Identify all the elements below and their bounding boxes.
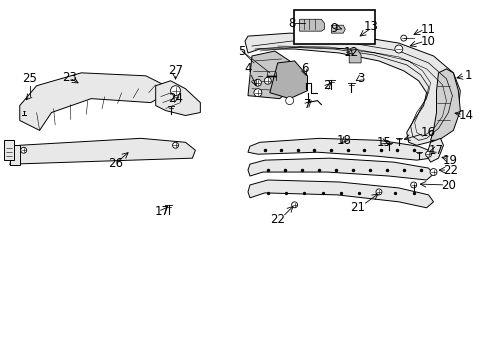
Circle shape bbox=[254, 89, 262, 96]
Circle shape bbox=[430, 168, 437, 176]
Text: 5: 5 bbox=[238, 45, 245, 58]
Circle shape bbox=[21, 147, 26, 153]
Text: 9: 9 bbox=[331, 22, 338, 35]
FancyBboxPatch shape bbox=[294, 10, 375, 44]
Text: 27: 27 bbox=[168, 64, 183, 77]
Polygon shape bbox=[248, 158, 434, 180]
Circle shape bbox=[426, 151, 432, 157]
Text: 21: 21 bbox=[350, 201, 365, 214]
Polygon shape bbox=[20, 73, 169, 130]
Polygon shape bbox=[427, 138, 443, 162]
Polygon shape bbox=[331, 25, 345, 33]
Polygon shape bbox=[4, 140, 14, 160]
Text: 13: 13 bbox=[364, 20, 378, 33]
Polygon shape bbox=[245, 33, 460, 145]
Text: 25: 25 bbox=[22, 72, 37, 85]
Circle shape bbox=[411, 182, 416, 188]
Text: 17: 17 bbox=[429, 144, 444, 157]
Circle shape bbox=[286, 96, 294, 105]
Text: 17: 17 bbox=[155, 205, 170, 218]
Text: 6: 6 bbox=[301, 62, 308, 75]
Text: 18: 18 bbox=[337, 134, 352, 147]
Polygon shape bbox=[248, 51, 294, 99]
Circle shape bbox=[171, 86, 180, 96]
Text: 16: 16 bbox=[421, 126, 436, 139]
Text: 12: 12 bbox=[343, 46, 359, 59]
Polygon shape bbox=[299, 19, 324, 31]
Text: 19: 19 bbox=[443, 154, 458, 167]
Text: 23: 23 bbox=[62, 71, 77, 84]
Text: 22: 22 bbox=[270, 213, 285, 226]
Polygon shape bbox=[431, 69, 460, 140]
Text: 3: 3 bbox=[357, 72, 365, 85]
Text: 26: 26 bbox=[108, 157, 123, 170]
Circle shape bbox=[172, 142, 178, 148]
Text: 1: 1 bbox=[465, 69, 472, 82]
Text: 24: 24 bbox=[168, 92, 183, 105]
Text: 2: 2 bbox=[323, 79, 331, 92]
Circle shape bbox=[292, 202, 297, 208]
Text: 20: 20 bbox=[441, 179, 456, 193]
Polygon shape bbox=[248, 180, 434, 208]
Text: 4: 4 bbox=[244, 62, 252, 75]
Circle shape bbox=[264, 77, 271, 84]
Polygon shape bbox=[248, 138, 434, 160]
Text: 10: 10 bbox=[421, 35, 436, 48]
Circle shape bbox=[395, 45, 403, 53]
Text: 15: 15 bbox=[376, 136, 392, 149]
Text: 7: 7 bbox=[304, 98, 311, 111]
Circle shape bbox=[401, 35, 407, 41]
Polygon shape bbox=[354, 33, 362, 43]
Polygon shape bbox=[270, 61, 308, 99]
Text: 22: 22 bbox=[443, 163, 458, 176]
Polygon shape bbox=[156, 81, 200, 116]
Text: 14: 14 bbox=[459, 109, 474, 122]
Text: 8: 8 bbox=[288, 17, 295, 30]
Polygon shape bbox=[349, 49, 361, 63]
Polygon shape bbox=[10, 138, 196, 165]
Circle shape bbox=[376, 189, 382, 195]
Polygon shape bbox=[10, 145, 20, 165]
Circle shape bbox=[254, 79, 261, 86]
Text: 11: 11 bbox=[421, 23, 436, 36]
